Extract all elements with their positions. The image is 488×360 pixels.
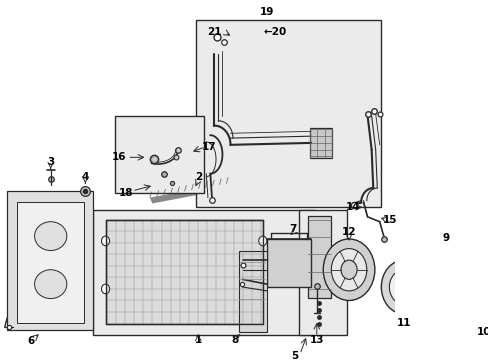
Bar <box>238 251 266 332</box>
Text: 16: 16 <box>112 152 126 162</box>
Circle shape <box>381 260 426 314</box>
Text: 21: 21 <box>207 27 221 37</box>
Bar <box>307 216 330 298</box>
Text: 13: 13 <box>309 335 324 345</box>
Ellipse shape <box>35 270 67 298</box>
Circle shape <box>439 273 450 286</box>
Circle shape <box>417 246 473 313</box>
Ellipse shape <box>35 222 67 251</box>
Text: 12: 12 <box>341 227 356 237</box>
Text: 9: 9 <box>441 233 448 243</box>
Text: 4: 4 <box>81 171 89 181</box>
Bar <box>93 210 315 335</box>
Polygon shape <box>150 183 228 203</box>
Text: 15: 15 <box>382 215 397 225</box>
Text: 2: 2 <box>194 171 202 181</box>
Bar <box>299 210 347 335</box>
Text: 5: 5 <box>291 351 298 360</box>
Circle shape <box>425 255 465 303</box>
Text: ←20: ←20 <box>263 27 286 37</box>
Circle shape <box>323 239 374 301</box>
Circle shape <box>340 260 356 279</box>
Bar <box>7 191 93 330</box>
Bar <box>309 127 331 158</box>
Text: 11: 11 <box>396 318 410 328</box>
Text: 3: 3 <box>47 157 54 167</box>
Text: 14: 14 <box>345 202 360 212</box>
Text: 7: 7 <box>289 224 297 234</box>
Circle shape <box>388 270 418 304</box>
Bar <box>105 220 262 324</box>
Circle shape <box>102 284 109 294</box>
Circle shape <box>258 236 266 246</box>
Bar <box>115 116 203 193</box>
Text: 6: 6 <box>28 336 35 346</box>
Circle shape <box>331 249 366 291</box>
Text: 17: 17 <box>201 142 216 152</box>
Circle shape <box>102 236 109 246</box>
Text: 10: 10 <box>476 327 488 337</box>
Text: 18: 18 <box>118 188 133 198</box>
Circle shape <box>258 284 266 294</box>
Circle shape <box>434 266 456 293</box>
Bar <box>266 239 310 287</box>
Circle shape <box>397 279 409 295</box>
Text: 1: 1 <box>194 335 202 345</box>
Bar <box>196 20 381 207</box>
Bar <box>17 202 83 323</box>
Text: 19: 19 <box>259 7 273 17</box>
Text: 8: 8 <box>230 335 238 345</box>
